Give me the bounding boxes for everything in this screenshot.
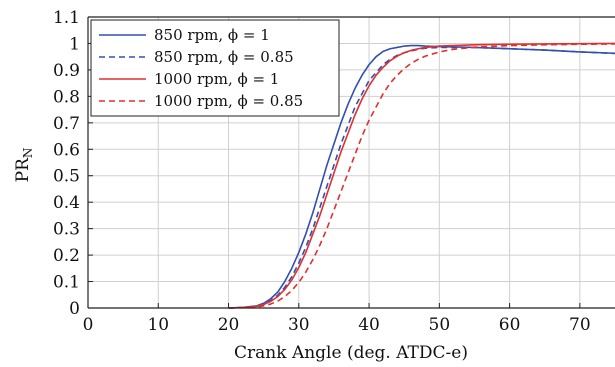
y-axis-label: PRN <box>13 148 35 183</box>
legend-box <box>90 19 340 117</box>
y-axis-label-main: PR <box>13 157 33 182</box>
y-axis-label-subscript: N <box>21 148 35 159</box>
x-tick-label: 70 <box>569 315 591 335</box>
tick-labels: 0 10 20 30 40 50 60 70 0 0.1 0.2 0.3 0.4 0.5 0.6 0.7 0.8… <box>53 8 591 335</box>
x-tick-label: 40 <box>358 315 380 335</box>
y-tick-label: 0.4 <box>53 193 80 213</box>
legend-label-3: 1000 rpm, ϕ = 0.85 <box>154 92 303 110</box>
series-line-2 <box>228 42 615 309</box>
series-line-3 <box>228 43 615 309</box>
x-axis-label: Crank Angle (deg. ATDC-e) <box>234 343 468 363</box>
y-tick-label: 1.1 <box>53 8 80 28</box>
series-group <box>228 42 615 309</box>
y-tick-label: 0.9 <box>53 61 80 81</box>
legend: 850 rpm, ϕ = 1 850 rpm, ϕ = 0.85 1000 rpm,… <box>90 19 340 117</box>
x-tick-label: 0 <box>83 315 94 335</box>
x-tick-label: 50 <box>429 315 451 335</box>
y-tick-label: 0 <box>69 299 80 319</box>
y-tick-label: 0.7 <box>53 114 80 134</box>
legend-label-1: 850 rpm, ϕ = 0.85 <box>154 48 294 66</box>
y-tick-label: 0.1 <box>53 273 80 293</box>
series-line-1 <box>228 46 615 309</box>
y-tick-label: 0.6 <box>53 140 80 160</box>
y-tick-label: 0.8 <box>53 87 80 107</box>
x-tick-label: 60 <box>499 315 521 335</box>
legend-label-2: 1000 rpm, ϕ = 1 <box>154 70 279 88</box>
y-tick-label: 0.3 <box>53 220 80 240</box>
x-tick-label: 30 <box>288 315 310 335</box>
y-tick-label: 0.2 <box>53 246 80 266</box>
legend-label-0: 850 rpm, ϕ = 1 <box>154 26 270 44</box>
x-tick-label: 10 <box>147 315 169 335</box>
y-tick-label: 1 <box>69 34 80 54</box>
plot-frame <box>87 16 615 309</box>
x-tick-label: 20 <box>218 315 240 335</box>
y-tick-label: 0.5 <box>53 167 80 187</box>
